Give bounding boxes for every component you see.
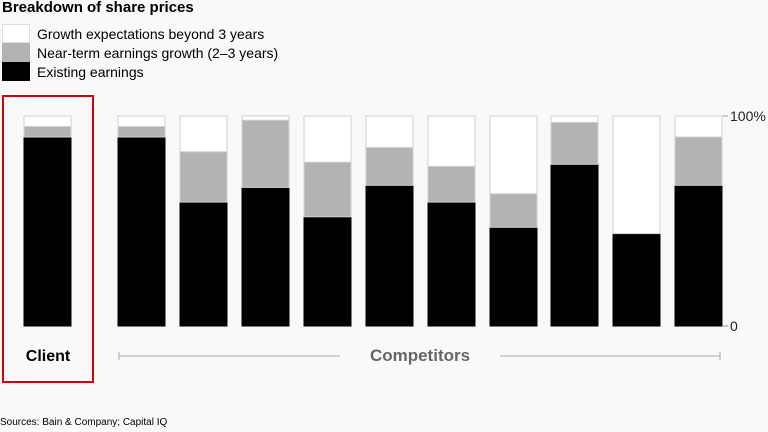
client-highlight-box xyxy=(2,95,94,383)
bar-segment-client-0 xyxy=(23,136,72,327)
bar-segment-competitor-4-0 xyxy=(303,216,352,327)
chart-title: Breakdown of share prices xyxy=(2,0,194,16)
bar-segment-competitor-10-1 xyxy=(674,136,723,186)
bar-segment-competitor-10-2 xyxy=(674,115,723,138)
legend-label: Near-term earnings growth (2–3 years) xyxy=(37,44,279,61)
bar-segment-competitor-1-1 xyxy=(117,126,166,138)
bar-segment-competitor-7-2 xyxy=(489,115,538,195)
legend-label: Growth expectations beyond 3 years xyxy=(37,25,265,42)
bar-segment-competitor-7-1 xyxy=(489,193,538,228)
legend-item-growth-beyond: Growth expectations beyond 3 years xyxy=(2,24,278,43)
legend-swatch-black xyxy=(2,62,30,81)
bar-segment-competitor-5-2 xyxy=(365,115,414,148)
y-tick-100: 100% xyxy=(730,108,766,124)
bar-segment-competitor-3-1 xyxy=(241,119,290,188)
bar-segment-competitor-6-0 xyxy=(427,201,476,327)
bar-segment-competitor-6-1 xyxy=(427,165,476,203)
legend-label: Existing earnings xyxy=(37,63,144,80)
bar-segment-competitor-2-2 xyxy=(179,115,228,153)
bar-segment-competitor-3-0 xyxy=(241,186,290,327)
bar-segment-competitor-10-0 xyxy=(674,184,723,327)
bar-segment-competitor-1-0 xyxy=(117,136,166,327)
bar-segment-competitor-4-1 xyxy=(303,161,352,218)
bar-segment-competitor-1-2 xyxy=(117,115,166,127)
bar-segment-competitor-8-2 xyxy=(550,115,599,123)
y-tick-0: 0 xyxy=(730,318,738,334)
bar-segment-competitor-3-2 xyxy=(241,115,290,121)
bar-segment-competitor-9-2 xyxy=(612,115,661,235)
bar-segment-competitor-5-1 xyxy=(365,147,414,186)
bar-segment-competitor-4-2 xyxy=(303,115,352,163)
bar-segment-competitor-6-2 xyxy=(427,115,476,167)
client-label: Client xyxy=(25,348,71,365)
legend-item-near-term: Near-term earnings growth (2–3 years) xyxy=(2,43,278,62)
bar-segment-competitor-8-0 xyxy=(550,163,599,327)
legend-item-existing: Existing earnings xyxy=(2,62,278,81)
bar-segment-competitor-7-0 xyxy=(489,226,538,327)
bar-segment-competitor-5-0 xyxy=(365,184,414,327)
bar-segment-client-2 xyxy=(23,115,72,127)
legend: Growth expectations beyond 3 years Near-… xyxy=(2,24,278,81)
bar-segment-competitor-2-1 xyxy=(179,151,228,203)
bar-segment-competitor-2-0 xyxy=(179,201,228,327)
bar-segment-competitor-8-1 xyxy=(550,121,599,165)
competitors-label: Competitors xyxy=(340,346,500,366)
legend-swatch-gray xyxy=(2,43,30,62)
source-note: Sources: Bain & Company; Capital IQ xyxy=(0,417,168,428)
legend-swatch-white xyxy=(2,24,30,43)
bar-segment-competitor-9-0 xyxy=(612,233,661,327)
